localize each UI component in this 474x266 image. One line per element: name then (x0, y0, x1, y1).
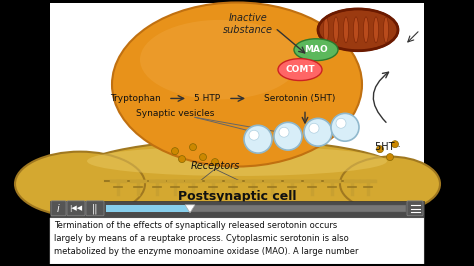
Text: Serotonin (5HT): Serotonin (5HT) (264, 94, 336, 103)
Circle shape (244, 125, 272, 153)
Polygon shape (185, 205, 195, 213)
Text: 5HT ·: 5HT · (375, 142, 401, 152)
Ellipse shape (344, 17, 348, 43)
Ellipse shape (15, 152, 145, 216)
Ellipse shape (364, 17, 368, 43)
Text: COMT: COMT (285, 65, 315, 74)
Ellipse shape (334, 17, 338, 43)
Ellipse shape (294, 39, 338, 61)
Ellipse shape (354, 17, 358, 43)
Bar (106, 205, 190, 212)
Circle shape (179, 156, 185, 163)
Circle shape (376, 146, 383, 153)
Ellipse shape (374, 17, 379, 43)
Bar (106, 205, 406, 212)
Bar (50, 201, 424, 217)
Text: MAO: MAO (304, 45, 328, 54)
Text: Tryptophan: Tryptophan (109, 94, 160, 103)
FancyBboxPatch shape (86, 201, 104, 216)
Bar (50, 3, 424, 199)
Circle shape (200, 154, 207, 161)
Circle shape (190, 144, 197, 151)
Circle shape (386, 154, 393, 161)
Text: Postsynaptic cell: Postsynaptic cell (178, 190, 296, 203)
Circle shape (392, 141, 399, 148)
Ellipse shape (383, 17, 389, 43)
Text: Termination of the effects of synaptically released serotonin occurs
largely by : Termination of the effects of synaptical… (54, 221, 358, 256)
Circle shape (249, 130, 259, 140)
Ellipse shape (340, 157, 440, 211)
Text: ||: || (92, 203, 98, 214)
Circle shape (172, 148, 179, 155)
Text: Inactive
substance: Inactive substance (223, 13, 273, 35)
Ellipse shape (140, 20, 300, 99)
FancyBboxPatch shape (51, 201, 66, 216)
Text: |◀◀: |◀◀ (69, 205, 82, 212)
Ellipse shape (87, 146, 387, 176)
Circle shape (274, 122, 302, 150)
FancyBboxPatch shape (407, 201, 423, 216)
Bar (50, 218, 424, 264)
Text: Synaptic vesicles: Synaptic vesicles (136, 109, 214, 118)
Circle shape (279, 127, 289, 137)
FancyBboxPatch shape (67, 201, 85, 216)
Ellipse shape (318, 9, 398, 51)
Ellipse shape (67, 140, 407, 214)
Circle shape (309, 123, 319, 133)
Circle shape (336, 118, 346, 128)
Circle shape (304, 118, 332, 146)
Ellipse shape (278, 59, 322, 81)
Text: 5 HTP: 5 HTP (194, 94, 220, 103)
Ellipse shape (112, 2, 362, 167)
Circle shape (331, 113, 359, 141)
Ellipse shape (323, 17, 328, 43)
Circle shape (211, 159, 219, 165)
Text: i: i (57, 204, 60, 214)
Text: Receptors: Receptors (191, 161, 240, 171)
